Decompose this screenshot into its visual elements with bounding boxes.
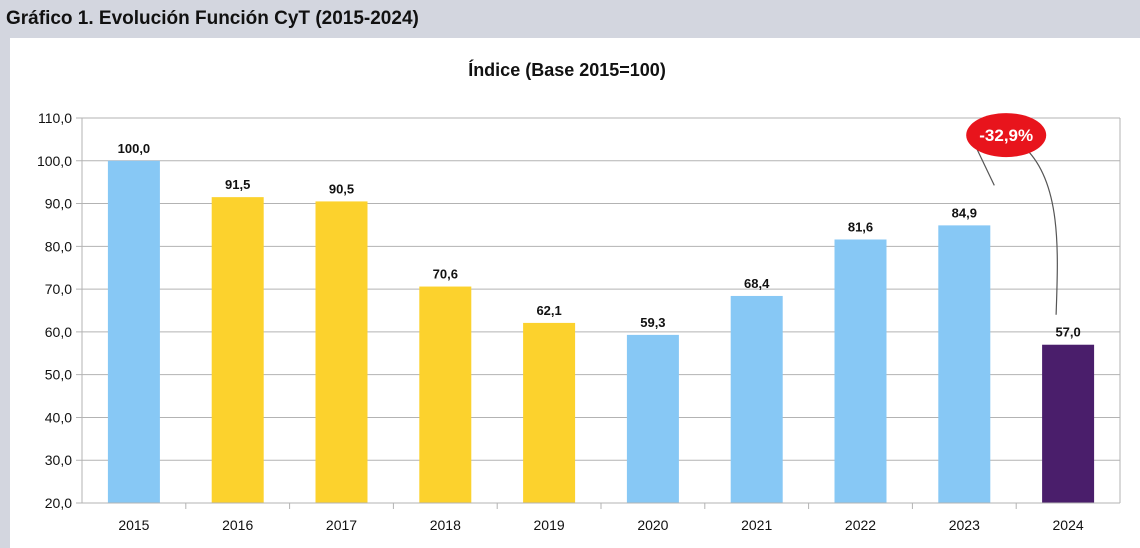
y-tick-label: 60,0 bbox=[45, 324, 72, 340]
data-labels: 100,0 91,5 90,5 70,6 62,1 59,3 68,4 81,6 84,9 57,… bbox=[118, 141, 1081, 340]
x-tick-label-2019: 2019 bbox=[534, 517, 565, 533]
y-tick-label: 20,0 bbox=[45, 495, 72, 511]
data-label-2023: 84,9 bbox=[952, 205, 977, 220]
y-tick-label: 110,0 bbox=[38, 110, 72, 126]
bars bbox=[107, 160, 1095, 503]
x-tick-label-2021: 2021 bbox=[741, 517, 772, 533]
data-label-2022: 81,6 bbox=[848, 219, 873, 234]
data-label-2017: 90,5 bbox=[329, 181, 354, 196]
callout-badge bbox=[966, 113, 1047, 158]
x-tick-label-2022: 2022 bbox=[845, 517, 876, 533]
data-label-2021: 68,4 bbox=[744, 276, 770, 291]
bar-2023 bbox=[938, 225, 991, 503]
y-axis: 20,0 30,0 40,0 50,0 60,0 70,0 80,0 90,0 100,0 110… bbox=[37, 110, 72, 511]
y-tick-label: 100,0 bbox=[37, 153, 72, 169]
bar-2024 bbox=[1042, 344, 1095, 503]
data-label-2020: 59,3 bbox=[640, 315, 665, 330]
callout-text: -32,9% bbox=[979, 126, 1033, 145]
bar-2019 bbox=[523, 322, 576, 503]
x-tick-label-2023: 2023 bbox=[949, 517, 980, 533]
header-bar: Gráfico 1. Evolución Función CyT (2015-2… bbox=[0, 0, 1140, 38]
y-tick-label: 50,0 bbox=[45, 367, 72, 383]
x-tick-label-2024: 2024 bbox=[1053, 517, 1084, 533]
bar-2017 bbox=[315, 201, 368, 503]
bar-chart: Índice (Base 2015=100) 20,0 30,0 40,0 50,0 6… bbox=[37, 59, 1121, 533]
figure-title: Gráfico 1. Evolución Función CyT (2015-2… bbox=[6, 8, 419, 29]
bar-2016 bbox=[211, 197, 264, 503]
bar-2020 bbox=[626, 334, 679, 503]
x-tick-label-2015: 2015 bbox=[118, 517, 149, 533]
data-label-2015: 100,0 bbox=[118, 141, 151, 156]
data-label-2019: 62,1 bbox=[536, 303, 561, 318]
change-callout: -32,9% bbox=[966, 113, 1058, 315]
x-tick-label-2018: 2018 bbox=[430, 517, 461, 533]
y-tick-label: 30,0 bbox=[45, 452, 72, 468]
bar-2021 bbox=[730, 295, 783, 503]
chart-panel: Índice (Base 2015=100) 20,0 30,0 40,0 50,0 6… bbox=[10, 38, 1140, 548]
bar-2018 bbox=[419, 286, 472, 503]
chart-title: Índice (Base 2015=100) bbox=[468, 59, 666, 80]
y-tick-label: 90,0 bbox=[45, 196, 72, 212]
y-tick-label: 80,0 bbox=[45, 238, 72, 254]
data-label-2016: 91,5 bbox=[225, 177, 250, 192]
x-tick-label-2016: 2016 bbox=[222, 517, 253, 533]
data-label-2018: 70,6 bbox=[433, 267, 458, 282]
bar-2015 bbox=[107, 160, 160, 503]
y-tick-label: 40,0 bbox=[45, 409, 72, 425]
x-tick-label-2020: 2020 bbox=[637, 517, 668, 533]
x-tick-label-2017: 2017 bbox=[326, 517, 357, 533]
bar-2022 bbox=[834, 239, 887, 503]
data-label-2024: 57,0 bbox=[1055, 325, 1080, 340]
x-axis: 2015 2016 2017 2018 2019 2020 2021 2022 2023 2024 bbox=[82, 502, 1120, 533]
y-tick-label: 70,0 bbox=[45, 281, 72, 297]
callout-connector-right bbox=[1025, 148, 1058, 315]
